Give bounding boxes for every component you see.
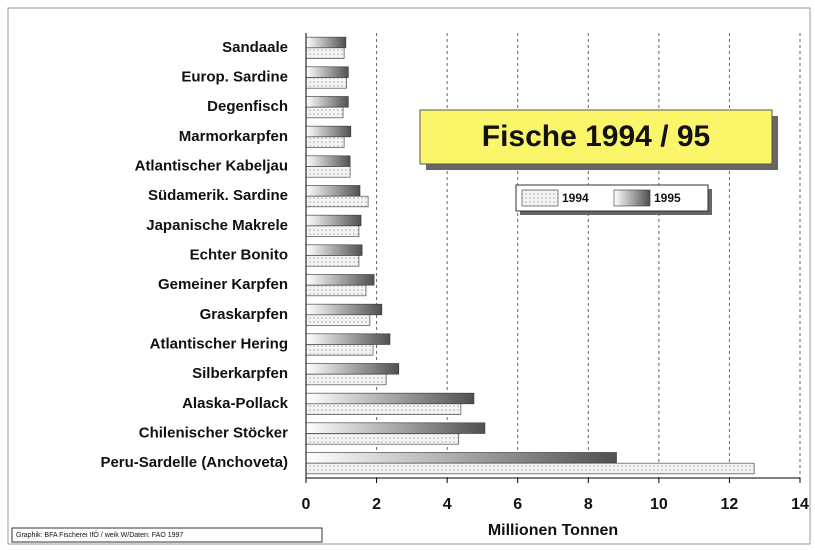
bar bbox=[305, 392, 475, 405]
x-tick-label: 6 bbox=[513, 496, 522, 513]
bar bbox=[305, 274, 375, 286]
bar bbox=[305, 433, 460, 445]
bar bbox=[305, 47, 345, 59]
x-tick-label: 14 bbox=[791, 496, 809, 513]
bar bbox=[305, 333, 391, 345]
x-tick-label: 0 bbox=[302, 496, 311, 513]
y-tick-label: Echter Bonito bbox=[190, 246, 288, 263]
y-tick-label: Atlantischer Hering bbox=[150, 335, 288, 352]
bar bbox=[305, 462, 755, 475]
bar bbox=[305, 344, 374, 356]
bar bbox=[305, 244, 363, 256]
legend-label: 1994 bbox=[562, 191, 589, 205]
bar bbox=[305, 314, 371, 326]
y-tick-label: Alaska-Pollack bbox=[182, 395, 289, 412]
x-axis-label: Millionen Tonnen bbox=[488, 522, 618, 539]
x-tick-label: 2 bbox=[372, 496, 381, 513]
bar bbox=[305, 373, 387, 386]
bar bbox=[305, 166, 351, 178]
x-tick-label: 8 bbox=[584, 496, 593, 513]
y-tick-label: Graskarpfen bbox=[200, 306, 288, 323]
bar bbox=[305, 195, 369, 208]
bar bbox=[305, 77, 347, 89]
y-tick-label: Atlantischer Kabeljau bbox=[135, 157, 288, 174]
bar bbox=[305, 66, 349, 78]
bar bbox=[305, 125, 352, 138]
bar bbox=[305, 225, 360, 237]
bar bbox=[305, 422, 486, 434]
y-tick-label: Sandaale bbox=[222, 39, 288, 56]
x-tick-label: 12 bbox=[721, 496, 739, 513]
bar bbox=[305, 106, 344, 119]
bar bbox=[305, 284, 367, 297]
bar bbox=[305, 363, 400, 375]
legend-swatch bbox=[521, 189, 559, 207]
y-tick-label: Gemeiner Karpfen bbox=[158, 276, 288, 293]
bar bbox=[305, 403, 462, 415]
legend bbox=[515, 184, 709, 212]
bar bbox=[305, 303, 383, 316]
legend-swatch bbox=[613, 189, 651, 207]
title-box bbox=[419, 109, 773, 165]
bar bbox=[305, 185, 361, 197]
bar bbox=[305, 96, 349, 108]
chart-title: Fische 1994 / 95 bbox=[482, 120, 711, 153]
bar bbox=[305, 155, 351, 167]
bar bbox=[305, 36, 347, 49]
source: Graphik: BFA Fischerei IfÖ / weik W/Date… bbox=[16, 531, 183, 539]
x-tick-label: 4 bbox=[443, 496, 452, 513]
y-tick-label: Japanische Makrele bbox=[146, 217, 288, 234]
legend-label: 1995 bbox=[654, 191, 681, 205]
y-tick-label: Degenfisch bbox=[207, 98, 288, 115]
y-tick-label: Chilenischer Stöcker bbox=[139, 424, 288, 441]
bar bbox=[305, 136, 345, 148]
y-tick-label: Südamerik. Sardine bbox=[148, 187, 288, 204]
y-tick-label: Marmorkarpfen bbox=[179, 128, 288, 145]
source-box bbox=[11, 527, 323, 543]
y-tick-label: Peru-Sardelle (Anchoveta) bbox=[100, 454, 288, 471]
y-tick-label: Silberkarpfen bbox=[192, 365, 288, 382]
bar bbox=[305, 214, 362, 227]
y-tick-label: Europ. Sardine bbox=[181, 68, 288, 85]
bar bbox=[305, 452, 617, 464]
bar bbox=[305, 255, 360, 267]
x-tick-label: 10 bbox=[650, 496, 668, 513]
